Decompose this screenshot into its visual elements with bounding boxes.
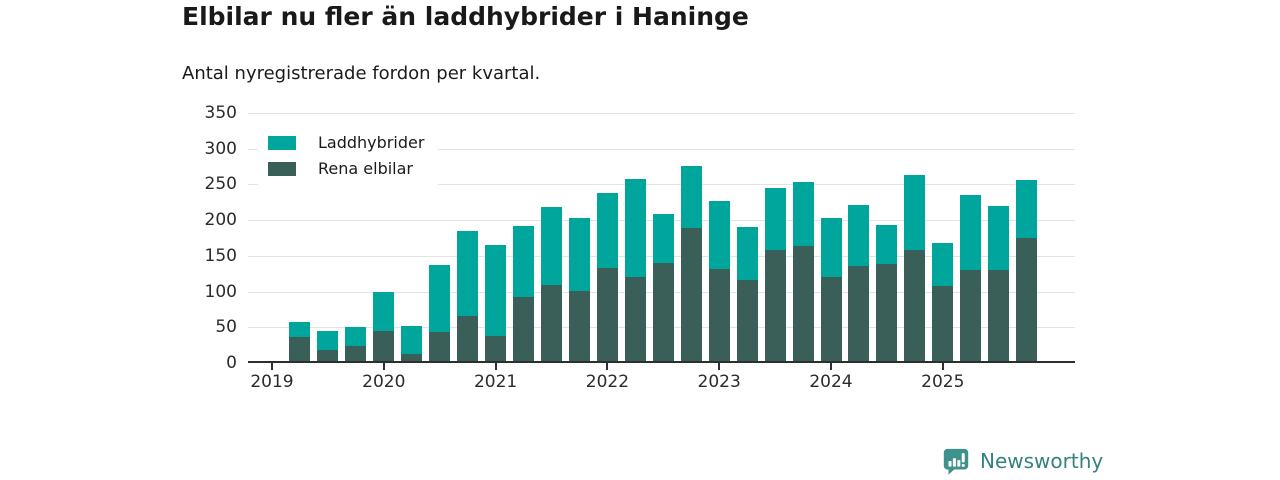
bar-2024-Q1-rena-elbilar [820,277,842,361]
bar-2025-Q4-laddhybrider [1016,179,1038,239]
y-axis-label-300: 300 [204,138,237,159]
bar-2025-Q4-rena-elbilar [1016,238,1038,361]
bar-2023-Q4-laddhybrider [792,182,814,246]
x-axis-label-2023: 2023 [697,372,741,392]
x-axis-label-2024: 2024 [809,372,853,392]
legend-item-laddhybrider: Laddhybrider [268,133,424,152]
legend-item-rena-elbilar: Rena elbilar [268,159,424,178]
x-axis-tick-2021 [494,363,497,370]
bar-2022-Q4-laddhybrider [680,166,702,229]
bar-2023-Q3-laddhybrider [764,188,786,250]
bar-2020-Q4-rena-elbilar [457,316,479,361]
bar-2023-Q4-rena-elbilar [792,246,814,361]
bar-2022-Q1-laddhybrider [596,193,618,269]
plot-area: Laddhybrider Rena elbilar [248,113,1075,370]
bar-2023-Q2-laddhybrider [736,226,758,280]
bar-2019-Q3-laddhybrider [317,331,339,351]
y-axis-label-350: 350 [204,103,237,123]
y-axis-label-150: 150 [204,245,237,266]
chart-subtitle: Antal nyregistrerade fordon per kvartal. [182,63,541,84]
bar-2024-Q3-rena-elbilar [876,263,898,361]
y-axis-label-200: 200 [204,210,237,231]
x-axis-tick-2025 [941,363,944,370]
gridline-300 [248,148,1075,150]
bar-2021-Q1-laddhybrider [485,245,507,336]
gridline-250 [248,184,1075,186]
y-axis-label-50: 50 [215,317,237,338]
bar-2019-Q4-rena-elbilar [345,346,367,361]
bar-2023-Q1-laddhybrider [708,201,730,269]
bar-2024-Q2-rena-elbilar [848,266,870,361]
legend-label: Laddhybrider [318,133,425,152]
bar-2020-Q2-laddhybrider [401,326,423,354]
x-axis-label-2025: 2025 [921,372,965,392]
bar-2024-Q4-laddhybrider [904,174,926,251]
x-axis-tick-2023 [718,363,721,370]
bar-2022-Q4-rena-elbilar [680,228,702,361]
bar-2021-Q3-laddhybrider [541,206,562,285]
bar-2020-Q3-rena-elbilar [429,332,451,361]
bar-2020-Q1-rena-elbilar [373,331,395,361]
bar-2022-Q3-rena-elbilar [652,263,674,361]
bar-2025-Q3-laddhybrider [988,206,1010,271]
y-axis-label-250: 250 [204,174,237,195]
bar-2025-Q1-laddhybrider [932,243,954,286]
x-axis-line [248,361,1075,363]
bar-2020-Q1-laddhybrider [373,291,395,331]
bar-2022-Q2-rena-elbilar [624,277,646,361]
x-axis-label-2019: 2019 [250,372,294,392]
bar-2020-Q3-laddhybrider [429,264,451,333]
bar-2020-Q4-laddhybrider [457,231,479,316]
y-axis-label-100: 100 [204,281,237,302]
x-axis-label-2022: 2022 [585,372,630,392]
bar-2021-Q2-laddhybrider [513,226,535,298]
bar-2021-Q3-rena-elbilar [541,284,562,361]
bar-2025-Q3-rena-elbilar [988,270,1010,361]
bar-2024-Q1-laddhybrider [820,218,842,278]
bar-2024-Q4-rena-elbilar [904,250,926,361]
chart-title: Elbilar nu fler än laddhybrider i Haning… [182,2,749,31]
bar-2025-Q1-rena-elbilar [932,286,954,361]
bar-2021-Q2-rena-elbilar [513,297,535,361]
bar-2019-Q2-rena-elbilar [289,337,311,361]
bar-2021-Q4-rena-elbilar [568,291,590,361]
bar-2025-Q2-rena-elbilar [960,269,982,361]
newsworthy-logo-text: Newsworthy [980,449,1104,473]
x-axis-label-2021: 2021 [473,372,518,392]
x-axis-tick-2022 [606,363,609,370]
y-axis-label-0: 0 [226,353,237,373]
newsworthy-bubble-chart-icon [943,448,969,475]
bar-2023-Q1-rena-elbilar [708,268,730,361]
legend-swatch-rena-elbilar [268,161,296,176]
bar-2019-Q3-rena-elbilar [317,350,339,361]
gridline-350 [248,113,1075,114]
bar-2023-Q2-rena-elbilar [736,279,758,361]
bar-2020-Q2-rena-elbilar [401,353,423,361]
x-axis-tick-2019 [271,363,273,370]
legend: Laddhybrider Rena elbilar [258,127,439,186]
bar-2021-Q4-laddhybrider [568,218,590,291]
bar-2024-Q3-laddhybrider [876,225,898,264]
x-axis-label-2020: 2020 [362,372,406,392]
newsworthy-logo[interactable]: Newsworthy [941,446,1103,476]
bar-2019-Q2-laddhybrider [289,321,311,338]
bar-2022-Q2-laddhybrider [624,178,646,278]
legend-swatch-laddhybrider [268,135,296,150]
bar-2025-Q2-laddhybrider [960,194,982,270]
x-axis-tick-2020 [382,363,385,370]
bar-2024-Q2-laddhybrider [848,205,870,266]
bar-2023-Q3-rena-elbilar [764,249,786,361]
x-axis-tick-2024 [830,363,832,370]
legend-label: Rena elbilar [318,159,413,178]
bar-2022-Q3-laddhybrider [652,213,674,264]
bar-2021-Q1-rena-elbilar [485,336,507,361]
bar-2022-Q1-rena-elbilar [596,268,618,361]
bar-2019-Q4-laddhybrider [345,327,367,346]
